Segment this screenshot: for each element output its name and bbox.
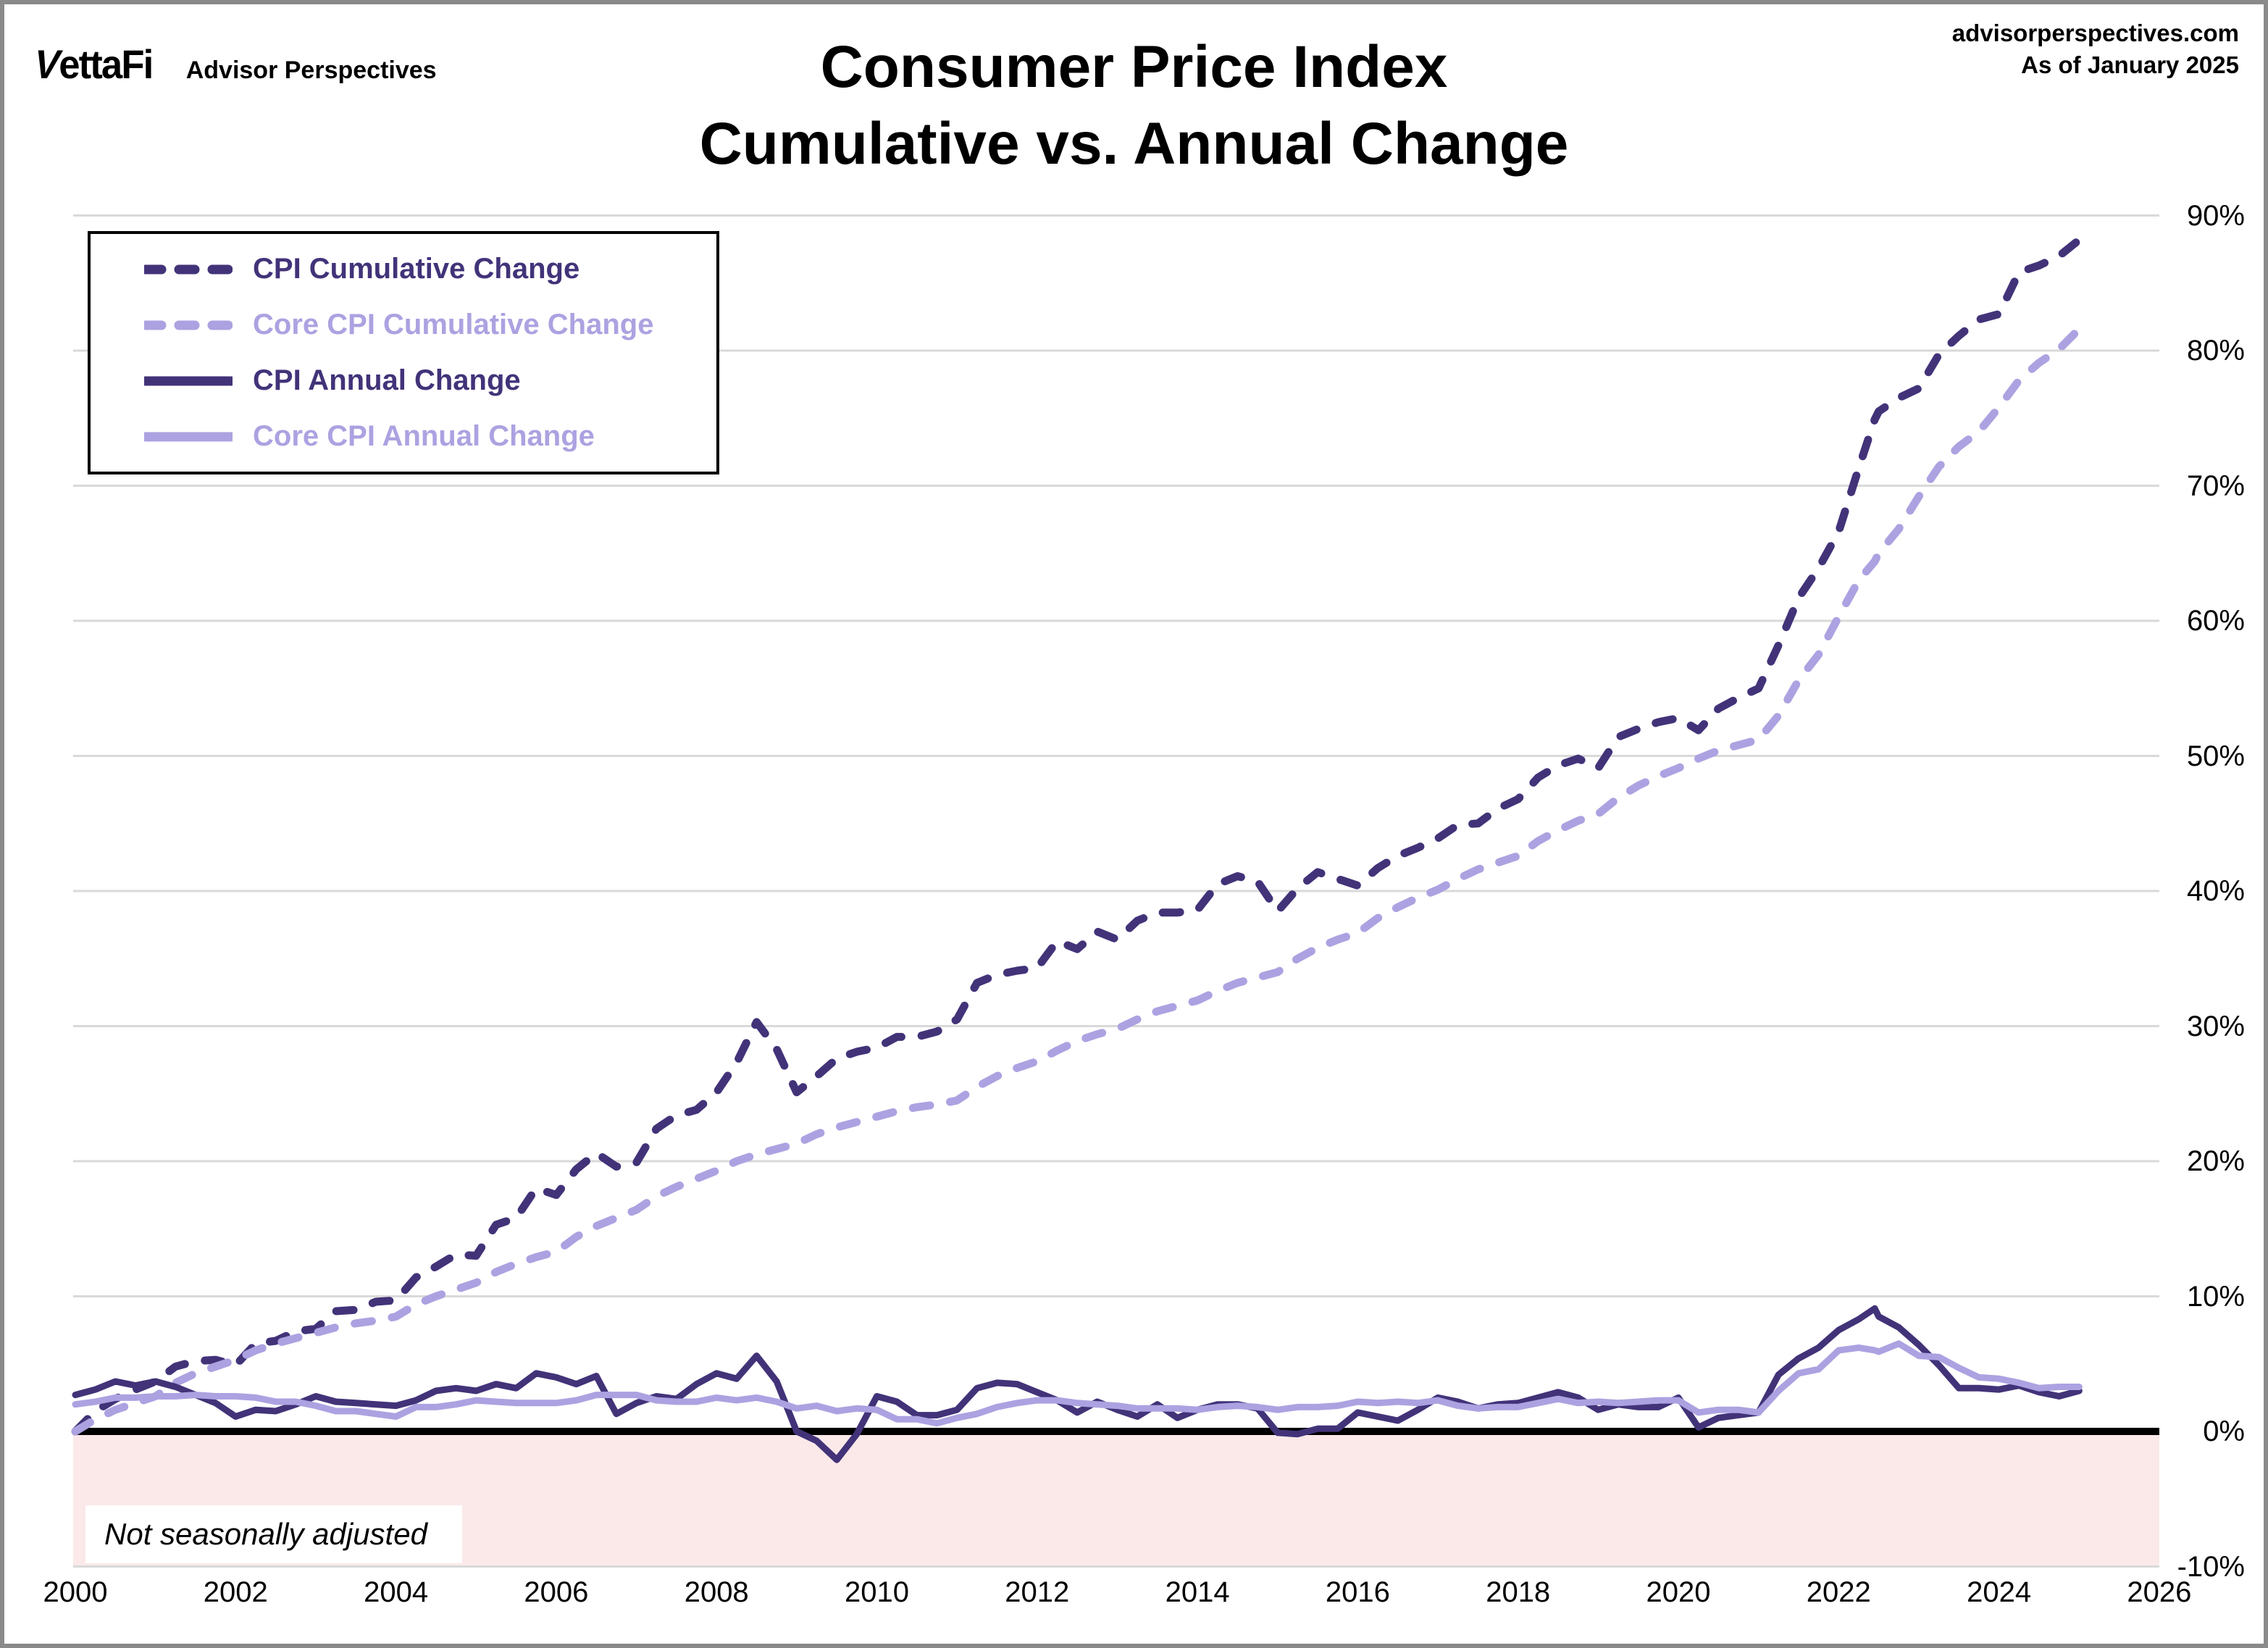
y-axis-label-30%: 30% [2186,1010,2245,1042]
chart-title: Consumer Price Index Cumulative vs. Annu… [4,29,2264,183]
note-box: Not seasonally adjusted [85,1505,462,1563]
y-axis-label-10%: 10% [2186,1280,2245,1313]
legend: CPI Cumulative Change Core CPI Cumulativ… [88,231,719,474]
y-axis-label-40%: 40% [2186,875,2245,907]
cpi-line-chart [71,214,2159,1568]
note-text: Not seasonally adjusted [104,1517,427,1551]
y-axis-label-20%: 20% [2186,1145,2245,1177]
x-axis-label-2006: 2006 [524,1576,589,1608]
chart-title-line2: Cumulative vs. Annual Change [699,111,1569,177]
legend-label-core-cpi-annual: Core CPI Annual Change [253,420,595,452]
x-axis-label-2010: 2010 [845,1576,909,1608]
advisor-perspectives-label: Advisor Perspectives [185,57,437,84]
y-axis-label-60%: 60% [2186,605,2245,637]
source-url: advisorperspectives.com [1951,20,2239,46]
legend-label-cpi-annual: CPI Annual Change [253,364,521,396]
vettafi-logo: VVettaFiettaFi [29,41,154,87]
x-axis-label-2018: 2018 [1486,1576,1551,1608]
x-axis-label-2004: 2004 [364,1576,429,1608]
x-axis-label-2000: 2000 [43,1576,108,1608]
x-axis-label-2016: 2016 [1325,1576,1390,1608]
x-axis-label-2020: 2020 [1646,1576,1711,1608]
solid-line-sample-dark [144,376,233,385]
x-axis-label-2022: 2022 [1806,1576,1871,1608]
chart-title-line1: Consumer Price Index [820,34,1448,100]
series-line-3 [72,1340,2083,1427]
series-line-1 [71,325,2083,1436]
legend-item-core-cpi-cumulative: Core CPI Cumulative Change [144,300,716,351]
legend-label-core-cpi-cumulative: Core CPI Cumulative Change [253,309,654,340]
dashed-line-sample-dark [144,264,233,274]
x-axis-label-2002: 2002 [203,1576,268,1608]
series-line-0 [71,235,2083,1436]
legend-label-cpi-cumulative: CPI Cumulative Change [253,253,580,285]
x-axis-label-2024: 2024 [1967,1576,2032,1608]
legend-item-cpi-cumulative: CPI Cumulative Change [144,244,716,295]
x-axis-label-2008: 2008 [684,1576,749,1608]
y-axis-label-50%: 50% [2186,740,2245,772]
y-axis-label-90%: 90% [2186,199,2245,232]
source-attribution: advisorperspectives.com As of January 20… [1952,17,2239,81]
as-of-date: As of January 2025 [2021,51,2239,78]
y-axis-label--10%: -10% [2177,1550,2245,1583]
y-axis-label-0%: 0% [2203,1415,2245,1447]
legend-item-cpi-annual: CPI Annual Change [144,356,716,406]
legend-item-core-cpi-annual: Core CPI Annual Change [144,411,716,462]
y-axis-label-70%: 70% [2186,469,2245,502]
y-axis-label-80%: 80% [2186,335,2245,367]
branding: VVettaFiettaFi Advisor Perspectives [29,41,437,88]
dashed-line-sample-light [144,320,233,330]
solid-line-sample-light [144,432,233,441]
x-axis-label-2012: 2012 [1005,1576,1070,1608]
x-axis-label-2014: 2014 [1165,1576,1230,1608]
x-axis-label-2026: 2026 [2127,1576,2192,1608]
